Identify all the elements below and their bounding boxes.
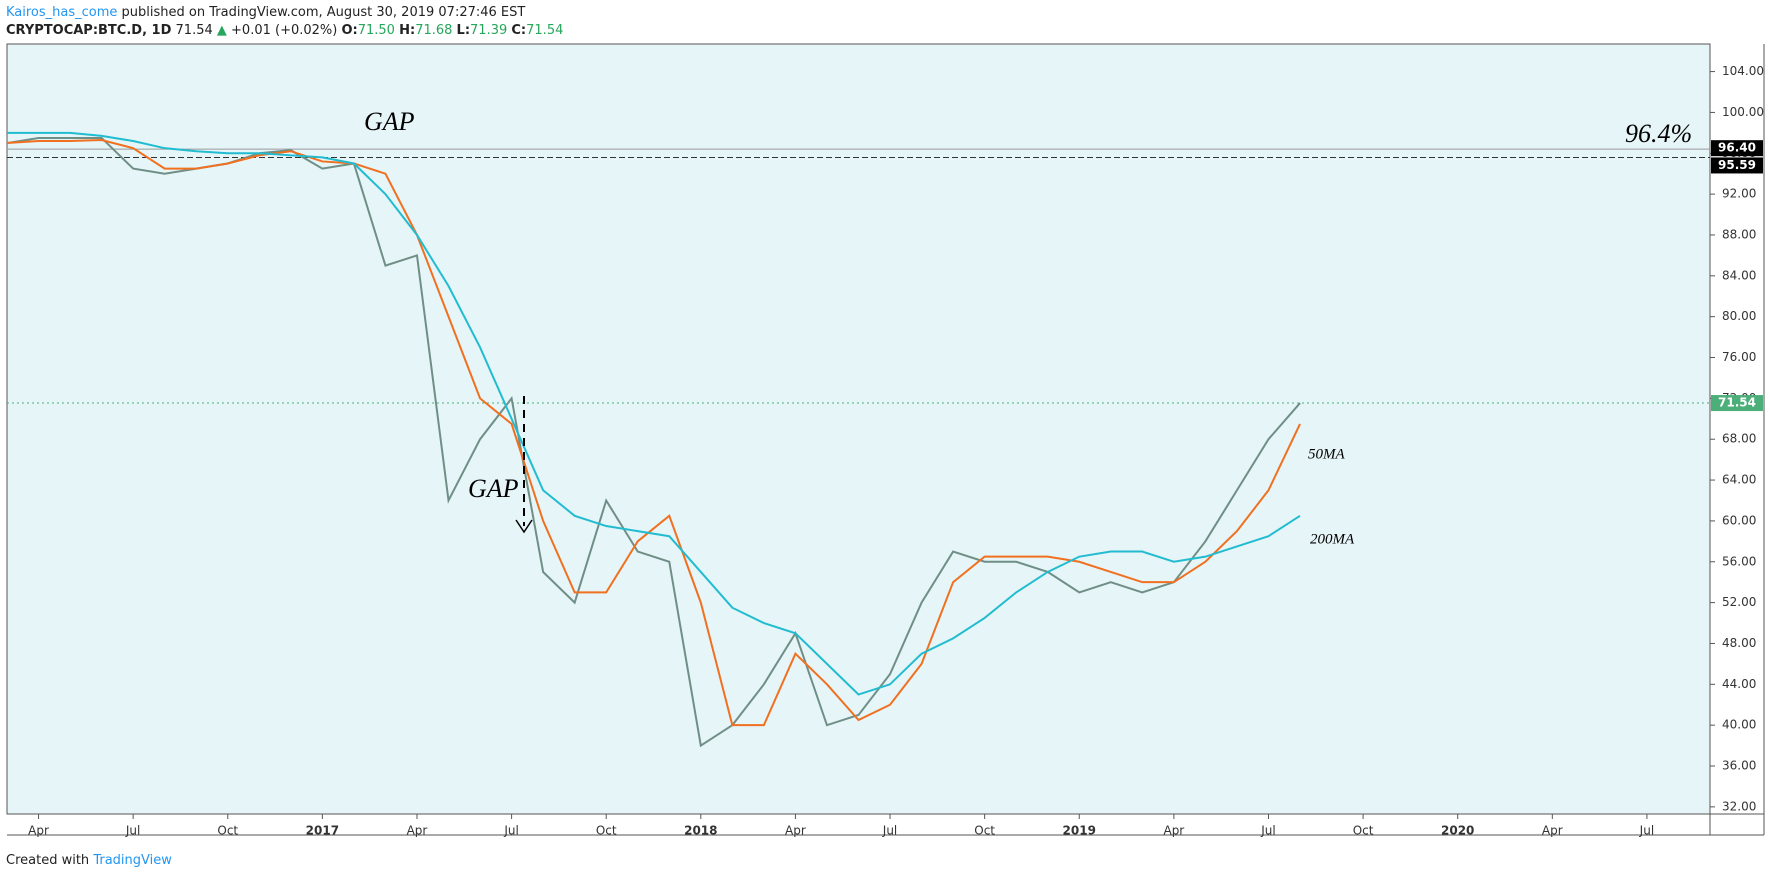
header: Kairos_has_come published on TradingView… bbox=[6, 4, 563, 40]
y-tick-label: 80.00 bbox=[1722, 309, 1756, 323]
y-tick-label: 64.00 bbox=[1722, 473, 1756, 487]
brand[interactable]: TradingView bbox=[93, 853, 172, 868]
gap-arrow-head bbox=[515, 519, 533, 534]
last: 71.54 bbox=[175, 23, 213, 38]
published: published on TradingView.com, August 30,… bbox=[121, 5, 526, 20]
price-label-box bbox=[1711, 395, 1763, 412]
series-line bbox=[7, 131, 1301, 696]
y-tick-label: 84.00 bbox=[1722, 268, 1756, 282]
x-tick-label: Apr bbox=[1163, 824, 1184, 838]
x-tick-label: Jul bbox=[1639, 824, 1654, 838]
y-tick-label: 92.00 bbox=[1722, 187, 1756, 201]
annotation: 50MA bbox=[1308, 446, 1345, 462]
x-tick-label: Oct bbox=[974, 824, 995, 838]
annotation: 200MA bbox=[1310, 531, 1355, 547]
y-tick-label: 44.00 bbox=[1722, 677, 1756, 691]
price-label-box bbox=[1711, 157, 1763, 174]
o-label: O: bbox=[341, 23, 358, 38]
x-tick-label: Oct bbox=[217, 824, 238, 838]
y-tick-label: 32.00 bbox=[1722, 799, 1756, 813]
h-label: H: bbox=[399, 23, 416, 38]
y-tick-label: 36.00 bbox=[1722, 759, 1756, 773]
x-tick-label: Jul bbox=[503, 824, 518, 838]
arrow: ▲ bbox=[216, 23, 227, 38]
symbol: CRYPTOCAP:BTC.D, 1D bbox=[6, 23, 172, 38]
x-tick-label: 2020 bbox=[1441, 824, 1474, 838]
l: 71.39 bbox=[470, 23, 508, 38]
x-tick-label: Oct bbox=[596, 824, 617, 838]
price-label-box bbox=[1711, 140, 1763, 157]
annotation: GAP bbox=[468, 474, 519, 503]
c: 71.54 bbox=[526, 23, 564, 38]
chart: GAP GAP 96.4% 50MA 200MA 32.00 36.00 40.00… bbox=[6, 43, 1765, 838]
y-tick-label: 52.00 bbox=[1722, 595, 1756, 609]
annotation: GAP bbox=[364, 107, 415, 136]
y-tick-label: 88.00 bbox=[1722, 227, 1756, 241]
x-tick-label: Apr bbox=[407, 824, 428, 838]
y-tick-label: 48.00 bbox=[1722, 636, 1756, 650]
footer: Created with TradingView bbox=[6, 853, 172, 868]
series-line bbox=[6, 138, 1301, 727]
l-label: L: bbox=[456, 23, 471, 38]
price-label: 95.59 bbox=[1718, 158, 1756, 172]
x-tick-label: Jul bbox=[882, 824, 897, 838]
annotation: 96.4% bbox=[1625, 119, 1692, 148]
footer-prefix: Created with bbox=[6, 853, 90, 868]
y-tick-label: 100.00 bbox=[1722, 105, 1764, 119]
x-tick-label: Jul bbox=[1260, 824, 1275, 838]
x-tick-label: Apr bbox=[785, 824, 806, 838]
x-tick-label: 2019 bbox=[1063, 824, 1096, 838]
o: 71.50 bbox=[357, 23, 395, 38]
x-tick-label: Apr bbox=[1542, 824, 1563, 838]
c-label: C: bbox=[511, 23, 527, 38]
y-tick-label: 40.00 bbox=[1722, 718, 1756, 732]
y-tick-label: 56.00 bbox=[1722, 554, 1756, 568]
y-tick-label: 60.00 bbox=[1722, 513, 1756, 527]
y-tick-label: 76.00 bbox=[1722, 350, 1756, 364]
price-label: 96.40 bbox=[1718, 141, 1756, 155]
plot-area bbox=[6, 43, 1711, 815]
change: +0.01 (+0.02%) bbox=[231, 23, 338, 38]
x-tick-label: 2018 bbox=[684, 824, 717, 838]
price-label: 71.54 bbox=[1718, 396, 1756, 410]
author[interactable]: Kairos_has_come bbox=[6, 5, 118, 20]
h: 71.68 bbox=[415, 23, 453, 38]
x-tick-label: Jul bbox=[125, 824, 140, 838]
x-tick-label: Oct bbox=[1353, 824, 1374, 838]
x-tick-label: 2017 bbox=[306, 824, 339, 838]
x-tick-label: Apr bbox=[28, 824, 49, 838]
y-tick-label: 68.00 bbox=[1722, 432, 1756, 446]
y-tick-label: 104.00 bbox=[1722, 64, 1764, 78]
